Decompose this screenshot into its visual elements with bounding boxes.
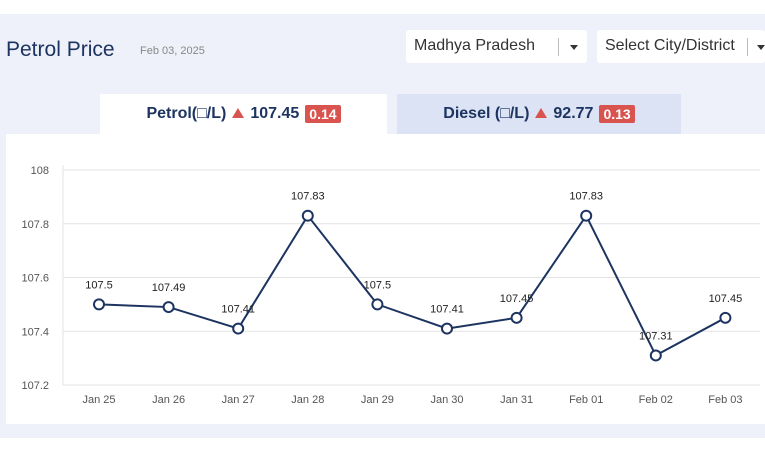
page-title: Petrol Price — [6, 38, 115, 61]
y-tick-label: 107.8 — [21, 219, 49, 231]
city-select-divider — [747, 38, 748, 56]
x-tick-label: Jan 28 — [291, 394, 324, 406]
series-line — [98, 213, 726, 357]
data-point — [93, 298, 105, 311]
data-point — [301, 209, 314, 222]
data-label: 107.41 — [430, 304, 464, 316]
data-label: 107.31 — [639, 330, 673, 342]
x-tick-label: Feb 01 — [569, 394, 603, 406]
data-point — [719, 311, 732, 324]
data-label: 107.83 — [291, 191, 325, 203]
tab-diesel-label: Diesel (□/L) — [443, 105, 530, 122]
tab-petrol-price: 107.45 — [250, 105, 300, 122]
state-select-value: Madhya Pradesh — [414, 37, 535, 54]
x-tick-label: Jan 27 — [222, 394, 255, 406]
tab-diesel-price: 92.77 — [553, 105, 594, 122]
data-point — [441, 322, 453, 335]
x-tick-label: Feb 03 — [708, 394, 742, 406]
x-tick-label: Jan 31 — [500, 394, 533, 406]
data-label: 107.5 — [85, 279, 113, 291]
tab-petrol[interactable]: Petrol(□/L) 107.45 0.14 — [100, 94, 387, 134]
data-point — [232, 322, 245, 335]
data-label: 107.83 — [569, 191, 603, 203]
tab-petrol-change-badge: 0.14 — [305, 105, 341, 123]
y-tick-label: 107.6 — [21, 273, 49, 285]
up-arrow-icon — [232, 108, 245, 118]
data-label: 107.41 — [221, 304, 255, 316]
x-tick-label: Jan 30 — [430, 394, 463, 406]
data-point — [371, 298, 384, 311]
x-tick-label: Jan 25 — [82, 394, 115, 406]
data-point — [162, 301, 175, 314]
data-point — [510, 311, 523, 324]
tab-diesel[interactable]: Diesel (□/L) 92.77 0.13 — [397, 94, 681, 134]
data-point — [649, 349, 662, 362]
x-tick-label: Jan 29 — [361, 394, 394, 406]
data-label: 107.45 — [500, 293, 534, 305]
page-date: Feb 03, 2025 — [140, 45, 205, 57]
chevron-down-icon — [570, 45, 578, 50]
up-arrow-icon — [535, 108, 548, 118]
state-select[interactable]: Madhya Pradesh — [406, 30, 587, 63]
x-tick-label: Jan 26 — [152, 394, 185, 406]
tab-diesel-change-badge: 0.13 — [599, 105, 635, 123]
chevron-down-icon — [757, 45, 765, 50]
data-label: 107.49 — [152, 282, 186, 294]
y-tick-label: 107.4 — [21, 326, 49, 338]
city-select[interactable]: Select City/District — [597, 30, 765, 63]
y-tick-label: 108 — [31, 165, 49, 177]
data-point — [580, 209, 593, 222]
price-chart-area — [6, 134, 765, 424]
tab-petrol-label: Petrol(□/L) — [146, 105, 227, 122]
data-label: 107.45 — [709, 293, 743, 305]
data-label: 107.5 — [364, 279, 392, 291]
y-tick-label: 107.2 — [21, 380, 49, 392]
x-tick-label: Feb 02 — [639, 394, 673, 406]
state-select-divider — [558, 38, 559, 56]
city-select-value: Select City/District — [605, 37, 735, 54]
